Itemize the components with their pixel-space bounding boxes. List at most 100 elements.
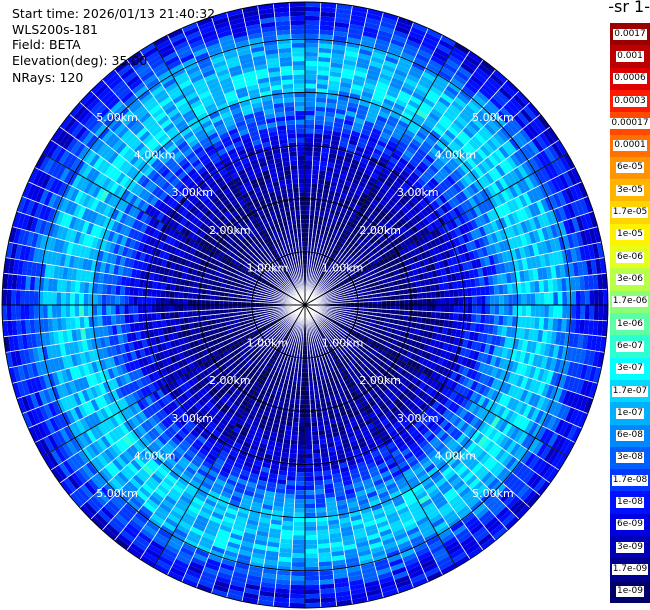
beta-cell — [517, 258, 524, 272]
beta-cell — [433, 237, 442, 247]
beta-cell — [507, 315, 513, 327]
beta-cell — [317, 70, 330, 76]
beta-cell — [433, 276, 439, 285]
beta-cell — [317, 267, 322, 272]
beta-cell — [347, 32, 363, 40]
beta-cell — [395, 144, 406, 154]
beta-cell — [403, 288, 409, 295]
beta-cell — [465, 241, 473, 252]
beta-cell — [338, 174, 347, 181]
beta-cell — [508, 260, 515, 273]
beta-cell — [313, 274, 317, 280]
beta-cell — [462, 305, 468, 314]
beta-cell — [551, 160, 563, 176]
beta-cell — [386, 305, 391, 310]
beta-cell — [473, 165, 485, 178]
beta-cell — [359, 95, 373, 104]
beta-cell — [325, 255, 330, 261]
beta-cell — [317, 271, 322, 277]
beta-cell — [358, 196, 366, 204]
beta-cell — [553, 237, 562, 252]
beta-cell — [392, 180, 402, 190]
beta-cell — [334, 255, 340, 262]
beta-cell — [464, 199, 474, 211]
beta-cell — [342, 277, 349, 283]
beta-cell — [305, 192, 311, 197]
beta-cell — [368, 301, 373, 305]
beta-cell — [305, 526, 317, 531]
beta-cell — [371, 289, 377, 295]
beta-cell — [421, 317, 427, 325]
beta-cell — [454, 42, 470, 55]
beta-cell — [518, 194, 528, 208]
beta-cell — [350, 88, 363, 96]
beta-cell — [395, 21, 412, 31]
beta-cell — [281, 520, 294, 527]
beta-cell — [407, 99, 421, 110]
beta-cell — [367, 107, 380, 116]
beta-cell — [378, 156, 389, 165]
beta-cell — [490, 295, 495, 305]
beta-cell — [498, 86, 513, 101]
beta-cell — [459, 253, 467, 263]
beta-cell — [319, 165, 327, 172]
beta-cell — [493, 113, 507, 127]
beta-cell — [405, 211, 414, 220]
beta-cell — [359, 44, 374, 52]
beta-cell — [368, 191, 377, 199]
beta-cell — [328, 213, 335, 220]
beta-cell — [378, 187, 388, 196]
beta-cell — [395, 220, 404, 229]
beta-cell — [601, 273, 608, 290]
beta-cell — [305, 79, 317, 84]
beta-cell — [517, 305, 522, 317]
beta-cell — [452, 182, 463, 194]
beta-cell — [363, 308, 369, 312]
beta-cell — [336, 269, 342, 275]
beta-cell — [359, 262, 366, 269]
beta-cell — [381, 296, 387, 301]
beta-cell — [311, 426, 319, 432]
beta-cell — [433, 218, 442, 229]
beta-cell — [412, 316, 418, 323]
beta-cell — [359, 305, 364, 309]
beta-cell — [315, 233, 321, 239]
beta-cell — [571, 305, 577, 320]
beta-cell — [463, 174, 474, 186]
beta-cell — [342, 250, 348, 256]
beta-cell — [479, 323, 485, 334]
beta-cell — [430, 146, 442, 158]
beta-cell — [344, 252, 351, 258]
beta-cell — [563, 263, 571, 278]
beta-cell — [417, 292, 423, 300]
beta-cell — [575, 231, 584, 247]
beta-cell — [457, 224, 466, 236]
beta-cell — [338, 271, 344, 277]
beta-cell — [562, 291, 568, 305]
beta-cell — [479, 189, 489, 202]
beta-cell — [322, 188, 330, 195]
beta-cell — [370, 56, 385, 65]
beta-cell — [328, 268, 334, 274]
beta-cell — [398, 90, 412, 100]
beta-cell — [376, 308, 382, 314]
beta-cell — [341, 268, 348, 274]
beta-cell — [332, 126, 343, 133]
beta-cell — [484, 172, 495, 185]
beta-cell — [540, 198, 550, 213]
beta-cell — [465, 185, 476, 197]
beta-cell — [380, 288, 386, 293]
beta-cell — [314, 115, 325, 121]
beta-cell — [419, 199, 428, 209]
beta-cell — [350, 251, 357, 258]
beta-cell — [336, 276, 342, 282]
beta-cell — [305, 544, 318, 549]
beta-cell — [405, 251, 413, 260]
beta-cell — [431, 254, 439, 264]
beta-cell — [313, 142, 323, 148]
beta-cell — [598, 289, 604, 305]
beta-cell — [317, 65, 331, 72]
beta-cell — [305, 395, 310, 400]
beta-cell — [390, 305, 396, 310]
beta-cell — [588, 274, 594, 291]
